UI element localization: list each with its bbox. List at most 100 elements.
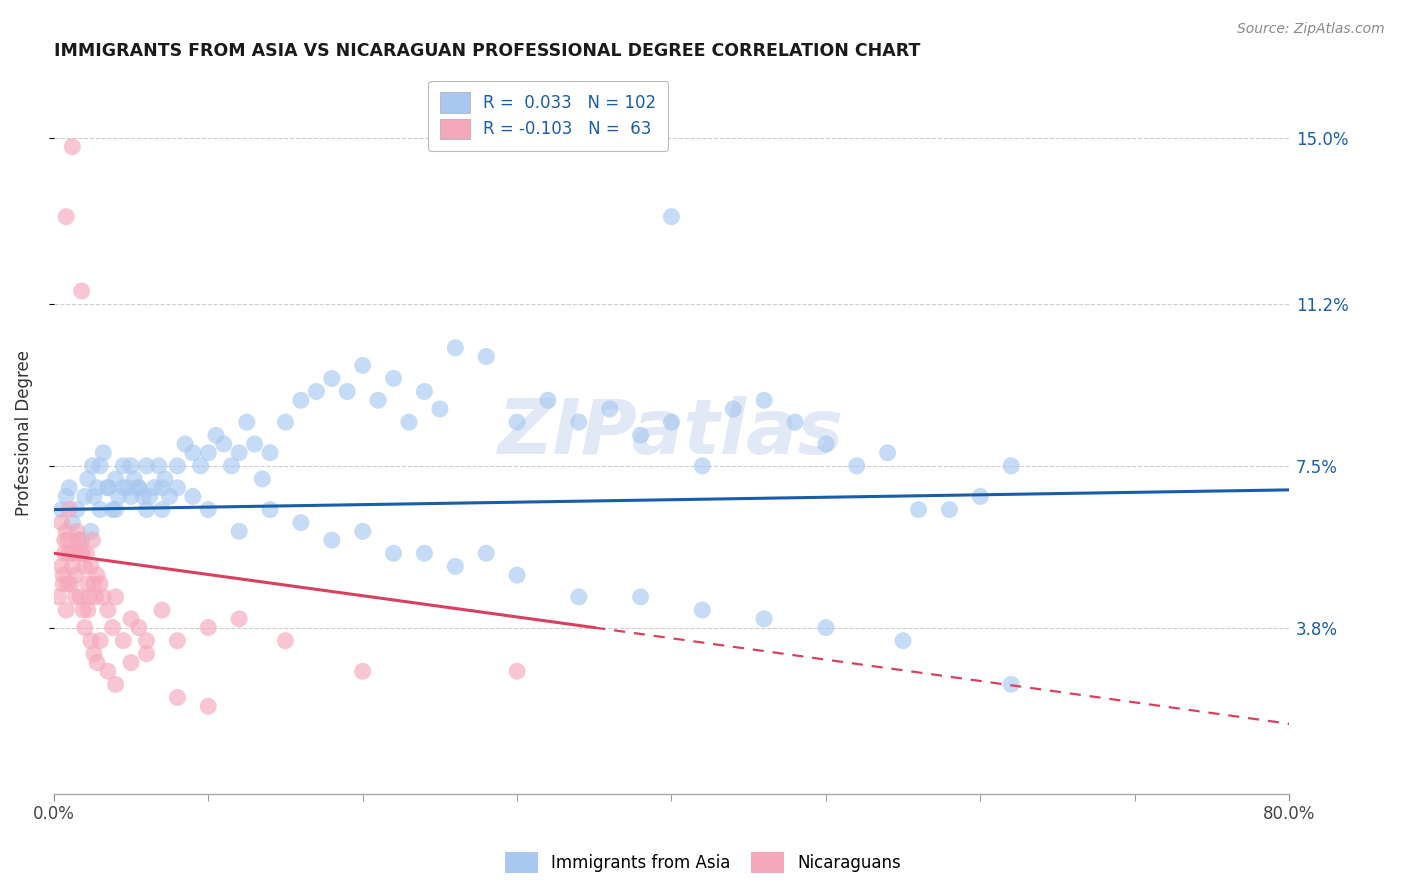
Point: [55, 210, 77, 224]
Point: [97, 481, 120, 495]
Point: [891, 633, 914, 648]
Point: [89, 502, 111, 516]
Point: [56, 533, 79, 548]
Point: [104, 472, 127, 486]
Point: [70, 533, 93, 548]
Point: [107, 490, 129, 504]
Point: [60, 559, 83, 574]
Point: [67, 533, 90, 548]
Point: [444, 559, 467, 574]
Point: [60, 546, 83, 560]
Point: [59, 577, 82, 591]
Point: [907, 502, 929, 516]
Point: [475, 350, 498, 364]
Point: [444, 341, 467, 355]
Point: [89, 577, 111, 591]
Point: [599, 402, 621, 417]
Point: [321, 371, 343, 385]
Point: [76, 603, 98, 617]
Point: [181, 490, 204, 504]
Point: [506, 415, 529, 429]
Point: [212, 437, 235, 451]
Point: [76, 577, 98, 591]
Point: [352, 524, 374, 539]
Point: [104, 590, 127, 604]
Point: [91, 446, 114, 460]
Y-axis label: Professional Degree: Professional Degree: [15, 350, 32, 516]
Point: [51, 516, 73, 530]
Point: [429, 402, 451, 417]
Point: [382, 371, 405, 385]
Point: [117, 481, 139, 495]
Point: [83, 490, 105, 504]
Point: [413, 546, 436, 560]
Point: [243, 437, 266, 451]
Point: [58, 481, 80, 495]
Point: [120, 490, 142, 504]
Point: [845, 458, 868, 473]
Point: [63, 546, 86, 560]
Point: [537, 393, 560, 408]
Point: [274, 415, 297, 429]
Point: [814, 621, 837, 635]
Point: [66, 502, 89, 516]
Point: [159, 490, 181, 504]
Point: [52, 568, 75, 582]
Point: [52, 577, 75, 591]
Point: [72, 603, 94, 617]
Point: [153, 472, 176, 486]
Point: [661, 210, 683, 224]
Point: [630, 428, 652, 442]
Point: [69, 590, 91, 604]
Point: [783, 415, 806, 429]
Point: [661, 415, 683, 429]
Point: [70, 546, 93, 560]
Point: [112, 481, 135, 495]
Point: [53, 546, 76, 560]
Point: [290, 393, 312, 408]
Point: [97, 481, 120, 495]
Point: [143, 481, 166, 495]
Point: [205, 428, 228, 442]
Point: [290, 516, 312, 530]
Point: [138, 490, 160, 504]
Point: [166, 481, 188, 495]
Point: [228, 446, 250, 460]
Point: [938, 502, 960, 516]
Point: [51, 502, 73, 516]
Point: [128, 481, 150, 495]
Legend: Immigrants from Asia, Nicaraguans: Immigrants from Asia, Nicaraguans: [498, 846, 908, 880]
Point: [58, 546, 80, 560]
Point: [56, 577, 79, 591]
Point: [73, 490, 96, 504]
Point: [112, 458, 135, 473]
Point: [506, 568, 529, 582]
Point: [86, 568, 108, 582]
Point: [568, 590, 591, 604]
Point: [80, 524, 103, 539]
Point: [228, 524, 250, 539]
Point: [148, 458, 170, 473]
Point: [67, 533, 90, 548]
Text: Source: ZipAtlas.com: Source: ZipAtlas.com: [1237, 22, 1385, 37]
Point: [65, 590, 87, 604]
Point: [60, 140, 83, 154]
Point: [86, 481, 108, 495]
Point: [101, 621, 124, 635]
Point: [305, 384, 328, 399]
Point: [65, 568, 87, 582]
Point: [692, 603, 714, 617]
Point: [166, 633, 188, 648]
Point: [190, 458, 212, 473]
Point: [150, 481, 173, 495]
Point: [135, 458, 157, 473]
Point: [197, 621, 219, 635]
Point: [51, 559, 73, 574]
Point: [352, 359, 374, 373]
Point: [83, 647, 105, 661]
Point: [475, 546, 498, 560]
Point: [55, 490, 77, 504]
Point: [112, 633, 135, 648]
Point: [82, 533, 104, 548]
Legend: R =  0.033   N = 102, R = -0.103   N =  63: R = 0.033 N = 102, R = -0.103 N = 63: [427, 81, 668, 151]
